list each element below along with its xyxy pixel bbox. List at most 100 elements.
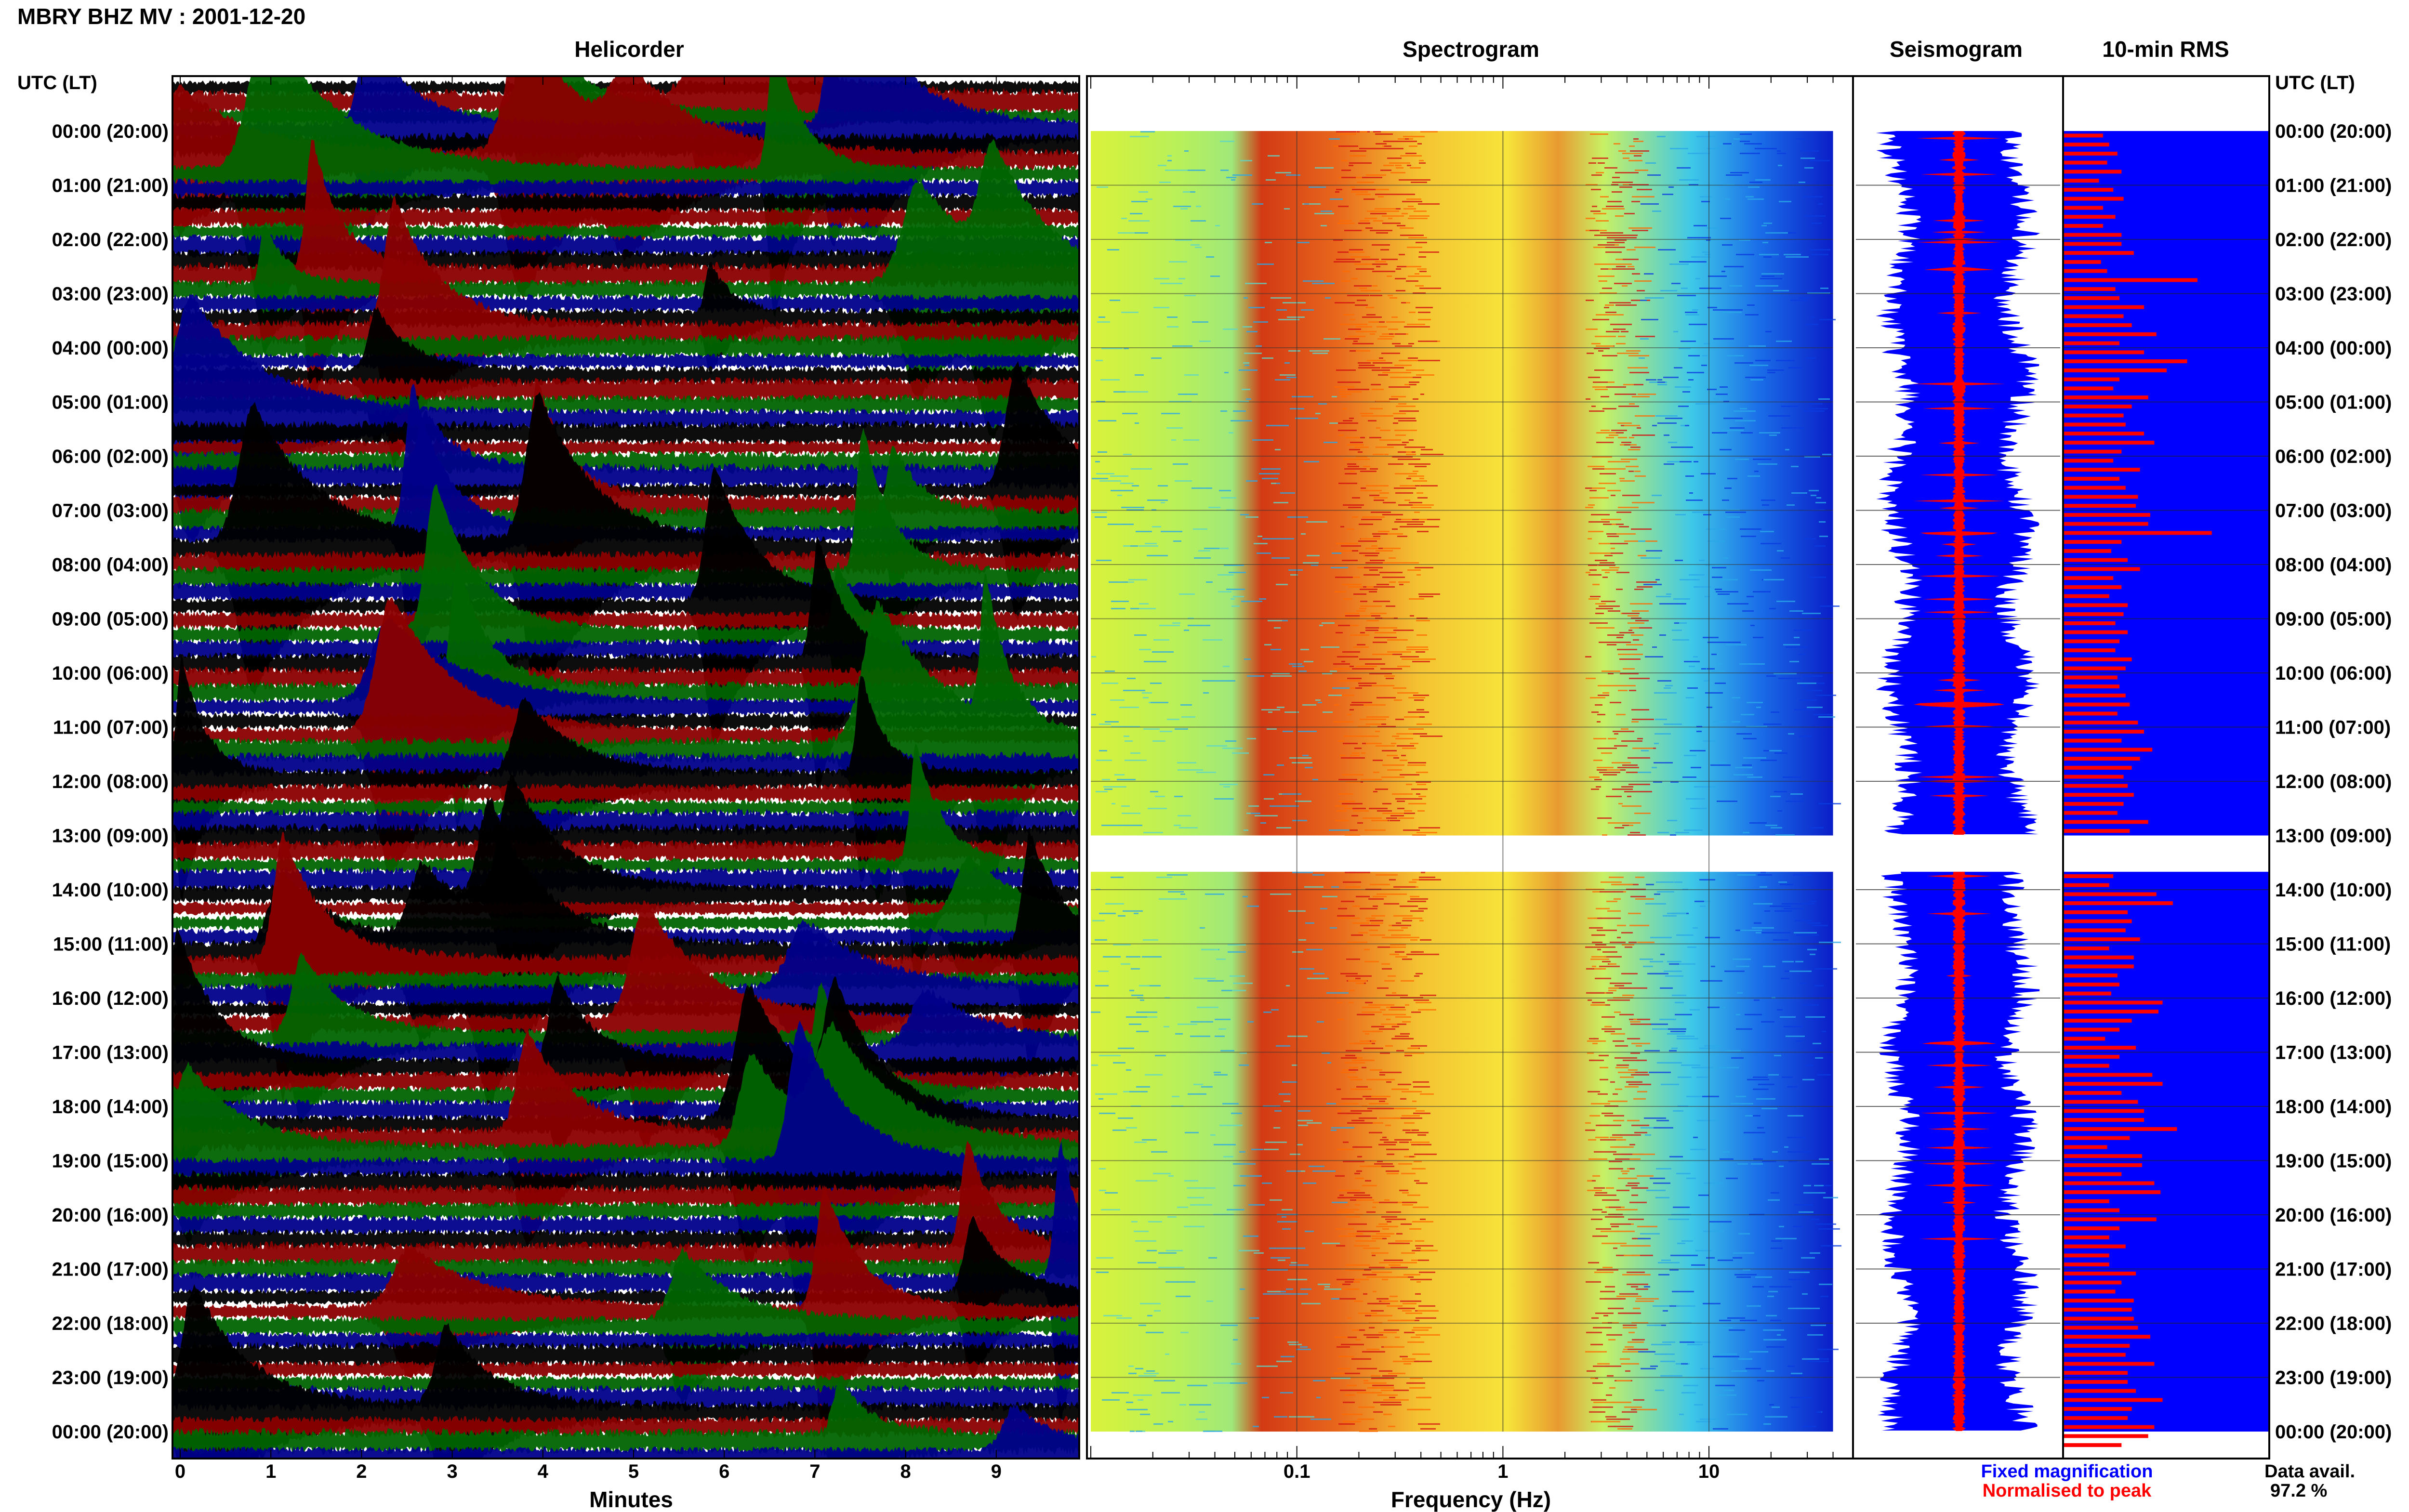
rms-bar — [2064, 765, 2132, 770]
rms-bar — [2064, 513, 2150, 517]
rms-bar — [2064, 1443, 2122, 1447]
rms-bar — [2064, 314, 2124, 318]
time-label-left: 02:00 (22:00) — [52, 229, 169, 250]
rms-bar — [2064, 1280, 2122, 1285]
rms-bar — [2064, 964, 2134, 969]
time-label-left: 19:00 (15:00) — [52, 1151, 169, 1172]
rms-frame — [2062, 75, 2270, 1459]
rms-bar — [2064, 522, 2148, 526]
time-label-right: 14:00 (10:00) — [2275, 880, 2392, 901]
helicorder-trace — [172, 1029, 1079, 1248]
rms-bar — [2064, 422, 2126, 427]
helicorder-trace — [172, 1404, 1079, 1459]
time-label-right: 09:00 (05:00) — [2275, 609, 2392, 630]
rms-title: 10-min RMS — [2102, 37, 2229, 62]
frequency-axis-title: Frequency (Hz) — [1391, 1487, 1551, 1512]
rms-bar — [2064, 486, 2126, 490]
time-label-left: 22:00 (18:00) — [52, 1313, 169, 1334]
seismogram-normalised-trace — [1919, 871, 1999, 1431]
rms-bar — [2064, 260, 2101, 264]
rms-bar — [2064, 1100, 2138, 1104]
time-label-right: 10:00 (06:00) — [2275, 663, 2392, 684]
helicorder-trace — [172, 421, 1079, 446]
rms-bar — [2064, 1010, 2158, 1014]
helicorder-trace — [172, 1183, 1079, 1210]
time-label-right: 06:00 (02:00) — [2275, 446, 2392, 467]
helicorder-traces — [172, 76, 1079, 1459]
helicorder-trace — [172, 832, 1079, 1101]
rms-bar — [2064, 440, 2155, 445]
minutes-tick-label: 7 — [809, 1461, 820, 1482]
helicorder-trace — [172, 982, 1079, 1210]
helicorder-trace — [172, 484, 1079, 786]
rms-bar — [2064, 1343, 2130, 1348]
rms-bar — [2064, 495, 2138, 499]
rms-bar — [2064, 1091, 2122, 1095]
helicorder-trace — [172, 539, 1079, 789]
rms-bar — [2064, 910, 2128, 914]
helicorder-trace — [172, 797, 1079, 1106]
rms-bar — [2064, 341, 2119, 345]
rms-bar — [2064, 1027, 2119, 1032]
rms-bar — [2064, 1299, 2134, 1303]
helicorder-trace — [172, 774, 1079, 1015]
time-label-left: 17:00 (13:00) — [52, 1042, 169, 1064]
helicorder-trace — [172, 361, 1079, 621]
rms-bar — [2064, 404, 2132, 408]
rms-bar — [2064, 459, 2114, 463]
helicorder-trace — [172, 139, 1079, 410]
rms-bar — [2064, 1226, 2119, 1231]
rms-bar — [2064, 1416, 2128, 1420]
rms-bar — [2064, 1235, 2109, 1239]
time-label-right: 12:00 (08:00) — [2275, 771, 2392, 792]
rms-bar — [2064, 1064, 2109, 1068]
rms-bar — [2064, 215, 2116, 219]
helicorder-panel — [172, 76, 1079, 1459]
rms-bar — [2064, 784, 2128, 788]
helicorder-trace — [172, 840, 1079, 862]
helicorder-trace — [172, 262, 1079, 374]
rms-bar — [2064, 377, 2119, 381]
time-label-left: 11:00 (07:00) — [53, 717, 169, 738]
rms-bar — [2064, 1253, 2109, 1258]
rms-bar — [2064, 621, 2116, 625]
helicorder-trace — [172, 901, 1079, 916]
rms-bar — [2064, 332, 2157, 336]
minutes-tick-label: 0 — [175, 1461, 185, 1482]
rms-bar — [2064, 179, 2099, 183]
rms-bar — [2064, 1380, 2128, 1384]
spectrogram-title: Spectrogram — [1403, 37, 1539, 62]
helicorder-trace — [172, 783, 1079, 803]
helicorder-trace — [172, 466, 1079, 746]
time-label-right: 08:00 (04:00) — [2275, 554, 2392, 576]
time-label-left: 03:00 (23:00) — [52, 284, 169, 305]
rms-bar — [2064, 1335, 2150, 1339]
helicorder-trace — [172, 743, 1079, 987]
rms-bar — [2064, 170, 2122, 174]
rms-bar — [2064, 603, 2128, 607]
rms-bar — [2064, 197, 2124, 201]
rms-bar — [2064, 1389, 2136, 1393]
data-availability-label: Data avail. — [2264, 1461, 2355, 1482]
minutes-tick-label: 4 — [538, 1461, 549, 1482]
rms-bar — [2064, 278, 2197, 282]
rms-bar — [2064, 242, 2122, 246]
time-label-left: 18:00 (14:00) — [52, 1096, 169, 1118]
rms-bar — [2064, 549, 2111, 553]
rms-bar — [2064, 1271, 2136, 1275]
rms-bar — [2064, 1208, 2119, 1212]
time-label-left: 21:00 (17:00) — [52, 1259, 169, 1280]
rms-bar — [2064, 1127, 2177, 1131]
helicorder-trace — [172, 427, 1079, 727]
minutes-axis-title: Minutes — [589, 1487, 673, 1512]
time-label-left: 09:00 (05:00) — [52, 609, 169, 630]
time-label-right: 03:00 (23:00) — [2275, 284, 2392, 305]
minutes-tick-label: 8 — [900, 1461, 911, 1482]
helicorder-trace — [172, 1020, 1079, 1315]
time-label-right: 15:00 (11:00) — [2275, 934, 2391, 955]
rms-bar — [2064, 269, 2107, 273]
time-label-left: 06:00 (02:00) — [52, 446, 169, 467]
time-label-right: 07:00 (03:00) — [2275, 500, 2392, 522]
rms-bar — [2064, 946, 2109, 950]
rms-bar — [2064, 350, 2144, 355]
